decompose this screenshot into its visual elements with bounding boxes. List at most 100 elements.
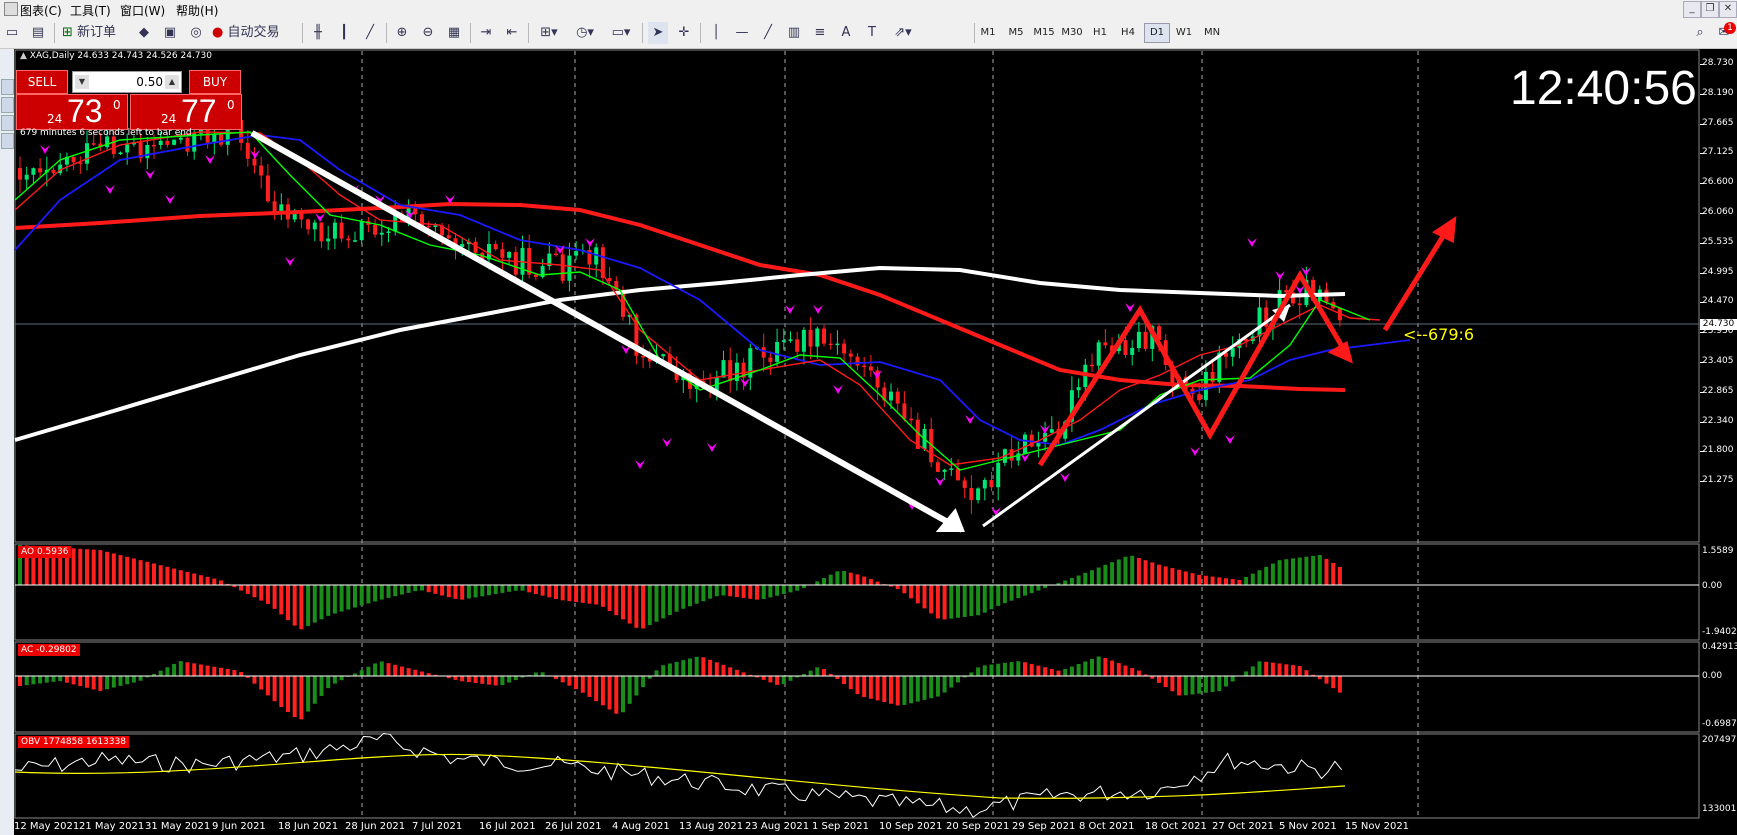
tf-m1[interactable]: M1 [980,27,996,38]
tile-windows-icon[interactable]: ▦ [447,25,461,40]
ao-bar [379,585,384,600]
market-watch-icon[interactable]: ◆ [139,25,149,40]
tf-m15[interactable]: M15 [1033,27,1055,38]
tf-d1[interactable]: D1 [1144,23,1170,43]
auto-trading-button[interactable]: ● 自动交易 [212,25,280,40]
ao-bar [587,585,592,604]
navigator-icon[interactable]: ◎ [190,25,202,40]
restore-icon[interactable]: ❐ [1701,1,1719,18]
minimize-icon[interactable]: _ [1683,1,1701,18]
buy-button[interactable]: BUY [189,70,241,94]
tf-w1[interactable]: W1 [1175,27,1193,38]
ao-bar [1264,566,1269,585]
date-tick-label: 28 Jun 2021 [345,821,406,832]
ac-bar [540,672,545,676]
lot-decrease-icon[interactable]: ▼ [75,75,89,89]
candle-body [145,144,150,159]
vertical-line-icon[interactable]: │ [712,25,720,40]
ao-bar [674,585,679,612]
menu-window[interactable]: 窗口(W) [120,4,166,18]
fractal-arrow-icon [635,460,645,469]
ao-bar [533,585,538,594]
notifications-icon[interactable]: ✉ [1718,25,1730,40]
ac-bar [453,676,458,680]
candle-body [982,479,987,489]
ac-bar [78,676,83,687]
ac-bar [1230,676,1235,682]
new-order-button[interactable]: ⊞ 新订单 [62,25,117,40]
ac-bar [1324,676,1329,684]
ac-bar [694,656,699,676]
sell-button[interactable]: SELL [16,70,68,94]
crosshair-icon[interactable]: ✛ [678,25,690,40]
new-order-icon: ⊞ [62,25,73,40]
ac-bar [252,676,257,684]
ao-bar [272,585,277,609]
fibonacci-icon[interactable]: ≡ [814,25,826,40]
chart-shift-icon[interactable]: ⇤ [506,25,518,40]
auto-scroll-icon[interactable]: ⇥ [480,25,492,40]
line-chart-icon[interactable]: ╱ [366,25,374,40]
price-scale[interactable]: 28.730 28.190 27.665 27.125 26.600 26.060 25.5… [1700,49,1737,819]
menu-chart[interactable]: 图表(C) [20,4,62,18]
horizontal-line-icon[interactable]: — [735,25,749,40]
candle-body [91,143,96,145]
chart-collapse-icon[interactable]: ▲ [20,51,27,61]
candle-body [1023,434,1027,454]
channel-icon[interactable]: ▥ [787,25,801,40]
sell-price[interactable]: 24 73 0 [16,93,128,130]
templates-dropdown-icon[interactable]: ▭▾ [611,25,631,40]
ao-bar [1297,557,1302,585]
zoom-in-icon[interactable]: ⊕ [396,25,408,40]
buy-price[interactable]: 24 77 0 [130,93,242,130]
ac-bar [1183,676,1188,696]
profiles-icon[interactable]: ▤ [31,25,45,40]
candle-body [661,354,666,357]
shapes-dropdown-icon[interactable]: ⇗▾ [894,25,912,40]
menu-tools[interactable]: 工具(T) [70,4,111,18]
tf-m30[interactable]: M30 [1061,27,1083,38]
trendline-icon[interactable]: ╱ [764,25,772,40]
ao-bar [835,571,840,585]
ac-bar [600,676,605,706]
cursor-icon[interactable]: ➤ [648,22,668,44]
chart-area[interactable] [14,49,1701,835]
bar-chart-icon[interactable]: ╫ [314,25,322,40]
ao-bar [1197,574,1202,585]
candle-body [587,249,592,265]
tf-mn[interactable]: MN [1203,27,1221,38]
lot-size-field[interactable]: ▼ 0.50 ▲ [72,71,182,93]
candle-body [1183,376,1188,389]
text-icon[interactable]: A [841,25,851,40]
ao-bar [192,573,197,585]
candle-body [1284,290,1289,293]
tf-h1[interactable]: H1 [1093,27,1107,38]
tf-m5[interactable]: M5 [1008,27,1024,38]
periods-dropdown-icon[interactable]: ◷▾ [576,25,594,40]
new-chart-icon[interactable]: ▭ [5,25,19,40]
tf-h4[interactable]: H4 [1121,27,1135,38]
candle-body [500,249,505,258]
ac-bar [647,676,652,679]
ao-bar [1069,578,1074,585]
ao-bar [1291,558,1295,585]
fractal-arrow-icon [1190,447,1200,456]
lot-increase-icon[interactable]: ▲ [165,75,179,89]
ao-bar [386,585,391,598]
ao-bar [621,585,625,620]
zoom-out-icon[interactable]: ⊖ [422,25,434,40]
candlestick-icon[interactable]: ┃ [340,25,348,40]
candle-body [996,462,1001,488]
indicators-dropdown-icon[interactable]: ⊞▾ [540,25,558,40]
price-tick [1700,451,1704,453]
ao-bar [399,585,404,595]
fractal-arrow-icon [445,195,455,204]
data-window-icon[interactable]: ▣ [163,25,177,40]
date-axis: 12 May 2021 21 May 2021 31 May 2021 9 Jun 2… [14,819,1714,835]
ac-bar [909,676,914,704]
ao-bar [734,585,739,598]
text-label-icon[interactable]: T [868,25,876,40]
menu-help[interactable]: 帮助(H) [176,4,219,18]
search-icon[interactable]: ⌕ [1696,25,1704,40]
candle-body [453,238,458,247]
